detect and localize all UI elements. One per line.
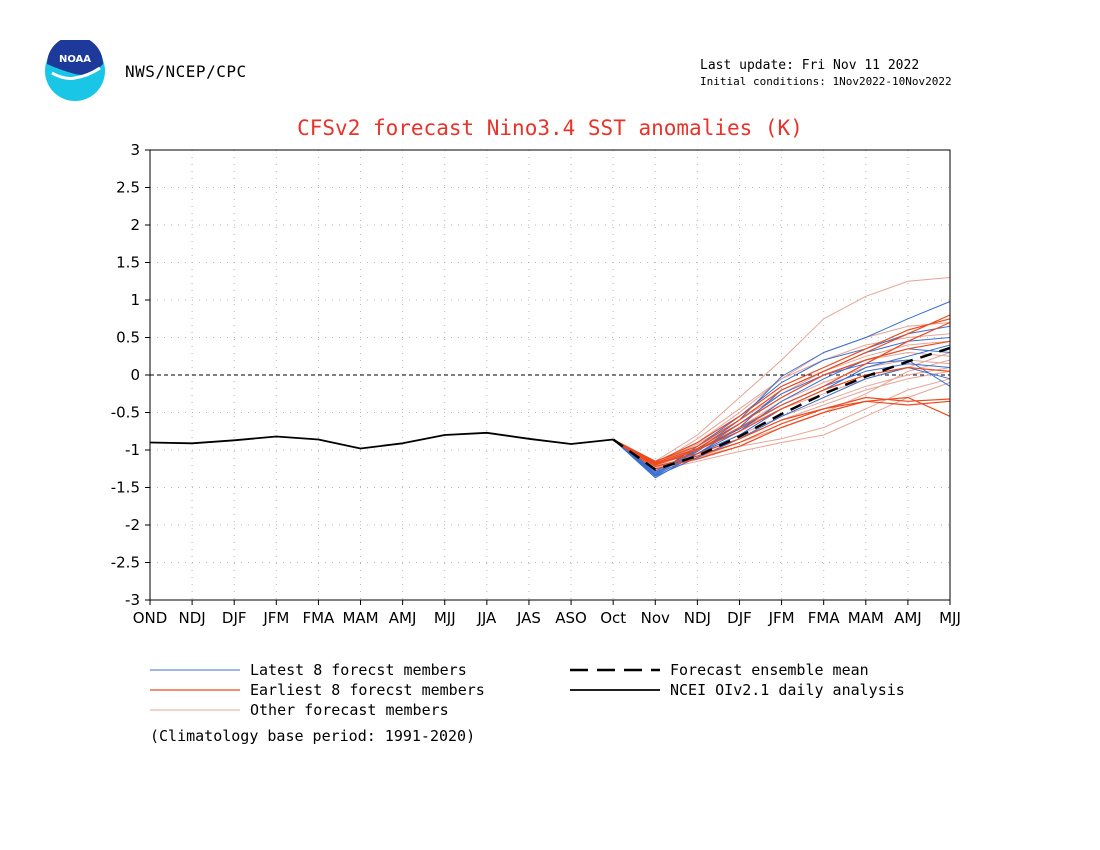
series-line-latest — [612, 367, 951, 477]
series-line-latest — [612, 363, 951, 472]
chart-title: CFSv2 forecast Nino3.4 SST anomalies (K) — [297, 116, 803, 140]
x-tick-label: JJA — [476, 609, 497, 627]
x-tick-label: NDJ — [684, 609, 711, 627]
x-tick-label: Oct — [600, 609, 626, 627]
series-line-other — [612, 277, 951, 462]
y-tick-label: -2.5 — [111, 554, 140, 572]
y-tick-label: 1 — [130, 291, 140, 309]
x-tick-label: JAS — [516, 609, 541, 627]
last-update-text: Last update: Fri Nov 11 2022 — [700, 58, 920, 73]
x-tick-label: AMJ — [894, 609, 922, 627]
x-tick-label: Nov — [641, 609, 670, 627]
y-tick-label: 1.5 — [116, 254, 140, 272]
x-tick-label: ASO — [555, 609, 587, 627]
org-label: NWS/NCEP/CPC — [125, 62, 247, 81]
y-tick-label: -0.5 — [111, 404, 140, 422]
series-line-analysis — [149, 431, 614, 450]
x-tick-label: OND — [133, 609, 168, 627]
legend: Latest 8 forecst members Earliest 8 forec… — [150, 661, 905, 719]
legend-other-label: Other forecast members — [250, 701, 449, 719]
y-tick-label: 2.5 — [116, 179, 140, 197]
y-tick-label: 0 — [130, 366, 140, 384]
x-tick-label: JFM — [768, 609, 795, 627]
noaa-logo-text: NOAA — [59, 54, 91, 65]
y-tick-label: -2 — [125, 516, 140, 534]
legend-analysis-label: NCEI OIv2.1 daily analysis — [670, 681, 905, 699]
x-tick-label: DJF — [727, 609, 752, 627]
initial-conditions-text: Initial conditions: 1Nov2022-10Nov2022 — [700, 75, 952, 88]
x-tick-label: MAM — [342, 609, 378, 627]
series-line-earliest — [612, 318, 951, 463]
y-tick-label: -3 — [125, 591, 140, 609]
y-tick-label: 2 — [130, 216, 140, 234]
legend-earliest-label: Earliest 8 forecst members — [250, 681, 485, 699]
series-group — [149, 277, 951, 479]
axes — [145, 149, 951, 605]
series-line-earliest — [612, 366, 951, 465]
x-tick-label: FMA — [302, 609, 335, 627]
y-tick-label: 0.5 — [116, 329, 140, 347]
y-tick-label: -1 — [125, 441, 140, 459]
climatology-note: (Climatology base period: 1991-2020) — [150, 727, 476, 745]
legend-mean-label: Forecast ensemble mean — [670, 661, 869, 679]
x-tick-label: AMJ — [389, 609, 417, 627]
x-tick-label: MAM — [848, 609, 884, 627]
legend-latest-label: Latest 8 forecst members — [250, 661, 467, 679]
noaa-logo: NOAA — [45, 40, 105, 101]
x-tick-label: NDJ — [179, 609, 206, 627]
series-line-earliest — [612, 314, 951, 462]
x-tick-label: JFM — [262, 609, 289, 627]
y-tick-label: -1.5 — [111, 479, 140, 497]
x-tick-label: FMA — [808, 609, 841, 627]
series-line-mean — [612, 346, 951, 471]
x-tick-label: DJF — [222, 609, 247, 627]
x-tick-label: MJJ — [939, 609, 961, 627]
series-line-earliest — [612, 396, 951, 468]
series-line-earliest — [612, 396, 951, 465]
y-tick-label: 3 — [130, 141, 140, 159]
x-tick-label: MJJ — [434, 609, 456, 627]
series-line-earliest — [612, 340, 951, 464]
